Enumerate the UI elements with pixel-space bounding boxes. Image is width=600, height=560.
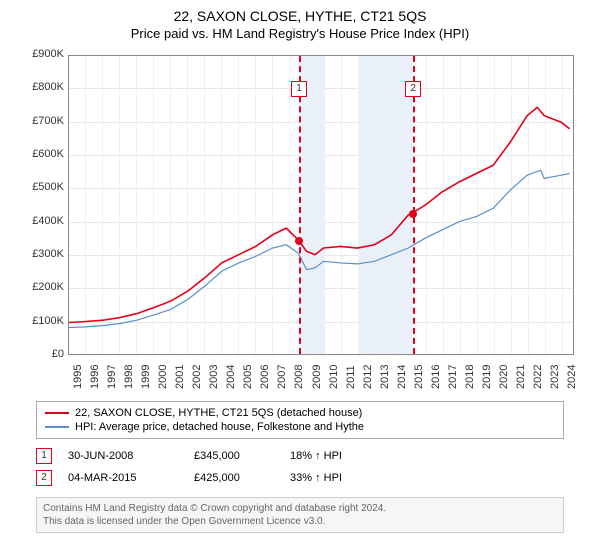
ytick-label: £100K [20,315,64,327]
legend-item: 22, SAXON CLOSE, HYTHE, CT21 5QS (detach… [45,406,555,420]
xtick-label: 2017 [447,365,459,389]
xtick-label: 2001 [174,365,186,389]
sale-hpi: 18% ↑ HPI [290,450,370,462]
xtick-label: 2000 [157,365,169,389]
xtick-label: 2008 [293,365,305,389]
xtick-label: 2010 [328,365,340,389]
sale-date: 04-MAR-2015 [68,472,178,484]
xtick-label: 2019 [481,365,493,389]
xtick-label: 2016 [430,365,442,389]
sale-row: 1 30-JUN-2008 £345,000 18% ↑ HPI [36,445,564,467]
series-property [69,107,570,322]
xtick-label: 2021 [515,365,527,389]
chart-subtitle: Price paid vs. HM Land Registry's House … [8,26,592,41]
ytick-label: £200K [20,281,64,293]
ytick-label: £0 [20,348,64,360]
plot-region: 12 [68,55,574,355]
xtick-label: 2014 [396,365,408,389]
legend: 22, SAXON CLOSE, HYTHE, CT21 5QS (detach… [36,401,564,439]
xtick-label: 2005 [242,365,254,389]
xtick-label: 1996 [89,365,101,389]
sales-table: 1 30-JUN-2008 £345,000 18% ↑ HPI 2 04-MAR-201… [36,445,564,489]
ytick-label: £700K [20,115,64,127]
legend-label: HPI: Average price, detached house, Folk… [75,421,364,433]
xtick-label: 2011 [345,365,357,389]
ytick-label: £300K [20,248,64,260]
line-layer [69,56,573,354]
chart-area: £0 £100K £200K £300K £400K £500K £600K £700K £80… [20,51,580,401]
event-line [413,56,415,354]
footer-line-1: Contains HM Land Registry data © Crown c… [43,502,557,515]
sale-price: £425,000 [194,472,274,484]
legend-swatch [45,412,69,414]
xtick-label: 2024 [566,365,578,389]
xtick-label: 2015 [413,365,425,389]
xtick-label: 2006 [259,365,271,389]
event-dot [295,237,303,245]
sale-badge: 2 [36,470,52,486]
event-line [299,56,301,354]
legend-label: 22, SAXON CLOSE, HYTHE, CT21 5QS (detach… [75,407,362,419]
xtick-label: 2003 [208,365,220,389]
xtick-label: 1995 [72,365,84,389]
xtick-label: 2004 [225,365,237,389]
legend-item: HPI: Average price, detached house, Folk… [45,420,555,434]
ytick-label: £400K [20,215,64,227]
sale-hpi: 33% ↑ HPI [290,472,370,484]
xtick-label: 2020 [498,365,510,389]
xtick-label: 2007 [276,365,288,389]
ytick-label: £600K [20,148,64,160]
xtick-label: 2022 [532,365,544,389]
xtick-label: 2002 [191,365,203,389]
sale-row: 2 04-MAR-2015 £425,000 33% ↑ HPI [36,467,564,489]
data-attribution: Contains HM Land Registry data © Crown c… [36,497,564,533]
chart-title: 22, SAXON CLOSE, HYTHE, CT21 5QS [8,8,592,24]
ytick-label: £900K [20,48,64,60]
event-badge: 2 [405,81,421,97]
ytick-label: £500K [20,181,64,193]
xtick-label: 2018 [464,365,476,389]
legend-swatch [45,426,69,428]
sale-badge: 1 [36,448,52,464]
xtick-label: 1999 [140,365,152,389]
xtick-label: 2023 [549,365,561,389]
xtick-label: 2012 [362,365,374,389]
xtick-label: 1997 [106,365,118,389]
xtick-label: 1998 [123,365,135,389]
ytick-label: £800K [20,81,64,93]
xtick-label: 2013 [379,365,391,389]
chart-container: 22, SAXON CLOSE, HYTHE, CT21 5QS Price p… [0,0,600,560]
sale-date: 30-JUN-2008 [68,450,178,462]
footer-line-2: This data is licensed under the Open Gov… [43,515,557,528]
series-hpi [69,170,570,327]
xtick-label: 2009 [311,365,323,389]
sale-price: £345,000 [194,450,274,462]
event-badge: 1 [291,81,307,97]
